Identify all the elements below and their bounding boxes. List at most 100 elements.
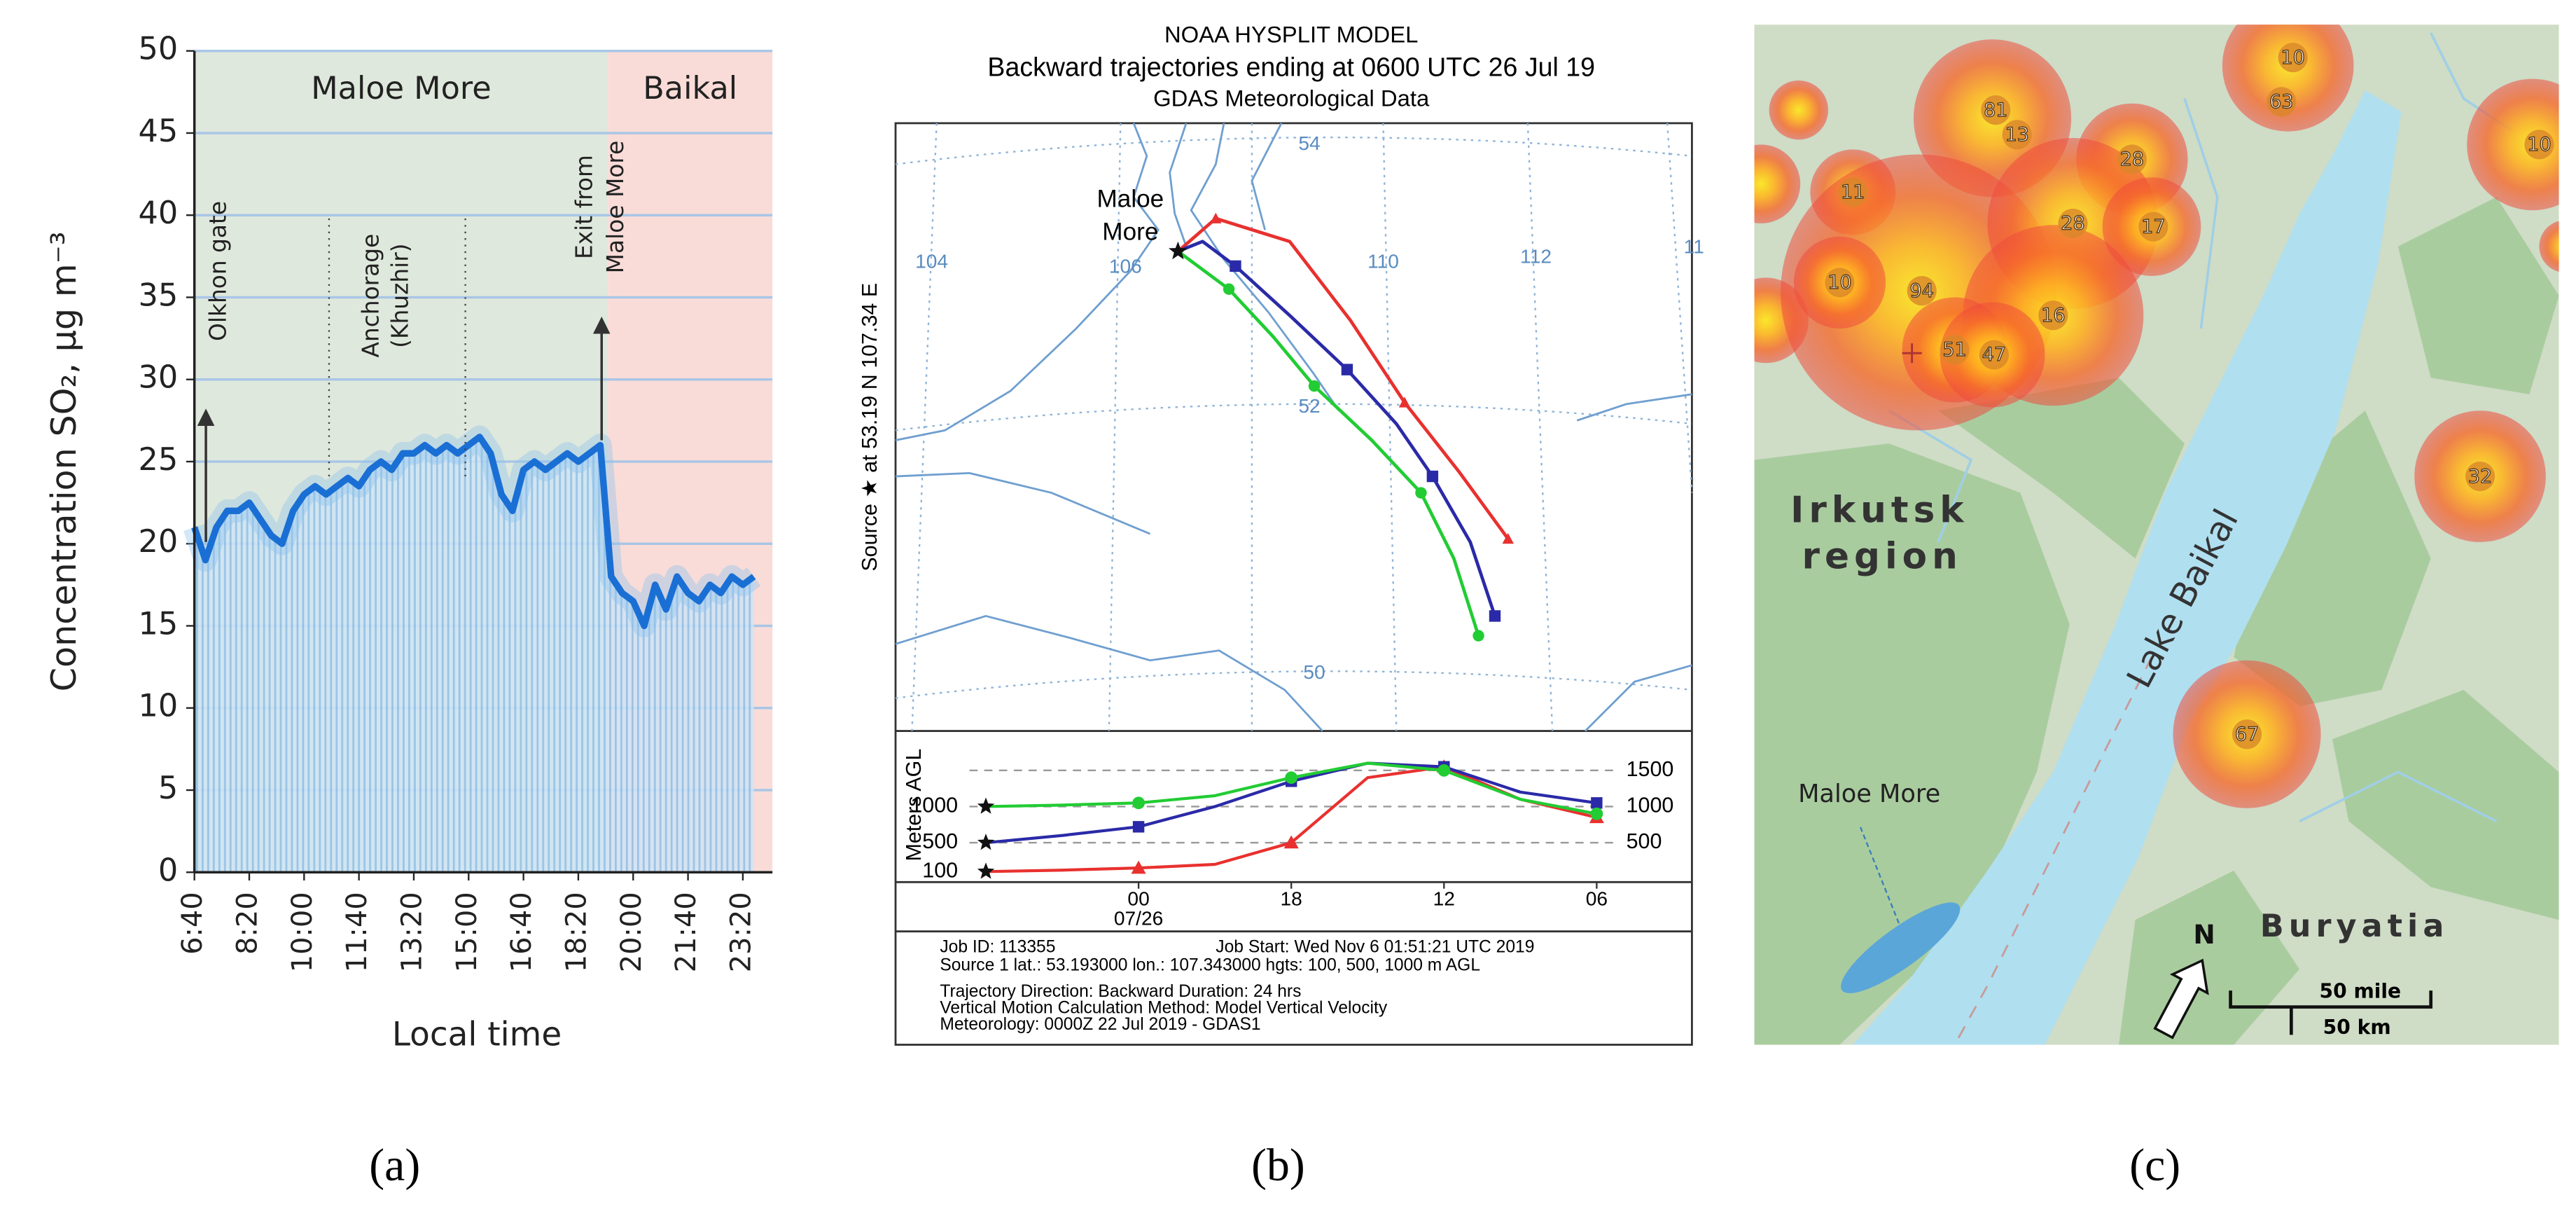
graticule: [895, 123, 1693, 731]
frame: [894, 122, 1693, 1046]
lat-label: 54: [1298, 132, 1320, 154]
annotation: Anchorage: [357, 234, 384, 358]
cluster-label: 67: [2235, 724, 2259, 745]
start-marker: [977, 834, 995, 850]
cluster-label: 32: [2468, 466, 2492, 488]
marker: [1590, 807, 1603, 820]
x-axis-label: Local time: [392, 1015, 562, 1053]
trajectory-marker: [1210, 212, 1222, 223]
annotation: Maloe More: [602, 141, 629, 274]
cluster-core: [2058, 208, 2088, 239]
x-tick-label: 18: [1281, 888, 1302, 910]
river: [1888, 32, 2514, 823]
trajectory-marker: [1473, 630, 1484, 642]
cluster-label: 10: [2527, 134, 2551, 156]
start-marker: [977, 862, 995, 879]
area: [194, 436, 754, 873]
cluster-core: [1838, 177, 1868, 207]
y-tick-label: 0: [158, 852, 178, 888]
cluster-core: [2232, 719, 2262, 749]
y-tick-label: 1500: [1627, 757, 1674, 781]
cluster-core: [1907, 275, 1937, 306]
cluster-core: [2138, 212, 2168, 242]
trajectory: [1176, 216, 1510, 540]
marker-cross: [1902, 343, 1922, 364]
cluster-label: 81: [1984, 99, 2007, 121]
clusters: 81 13 28 10 63 10 11 94 10 28 17 16 51 47 32 67: [1754, 25, 2559, 808]
cluster-label: 13: [2005, 124, 2029, 146]
region-label: Baikal: [643, 70, 737, 106]
x-tick-label: 6:40: [176, 892, 209, 955]
y-tick-label: 1000: [1627, 793, 1674, 817]
date-label: 07/26: [1114, 908, 1163, 930]
cluster: [1769, 80, 1829, 140]
marker: [1283, 835, 1299, 849]
cluster-label: 28: [2120, 148, 2144, 170]
place-label: Maloe More: [1798, 780, 1940, 808]
info-text: Trajectory Direction: Backward Duration:…: [940, 982, 1301, 1001]
trajectory-marker: [1415, 487, 1427, 499]
north-arrow: [2153, 958, 2209, 1039]
x-tick-label: 06: [1586, 888, 1608, 910]
y-tick-label: 35: [139, 277, 179, 313]
hysplit-title: GDAS Meteorological Data: [1153, 85, 1430, 111]
place-label: More: [1102, 218, 1158, 245]
hysplit-title: NOAA HYSPLIT MODEL: [1164, 21, 1418, 47]
cluster-core: [2278, 42, 2308, 73]
leader-line: [1858, 824, 1900, 924]
cluster-label: 10: [2281, 47, 2305, 69]
y-axis-label: Concentration SO₂, µg m⁻³: [43, 232, 84, 692]
cluster-label: 47: [1982, 344, 2006, 366]
marker: [1285, 771, 1298, 785]
place-label: Maloe: [1096, 185, 1164, 212]
cluster-core: [1940, 335, 1970, 365]
maloe-more-area: [1841, 902, 1961, 993]
y-tick-label: 500: [1627, 829, 1662, 853]
y-tick-label: 15: [139, 605, 179, 642]
annotation: Exit from: [571, 155, 597, 259]
marker: [1131, 860, 1146, 874]
x-tick-label: 13:20: [396, 892, 428, 972]
trajectory-map: [1169, 212, 1514, 642]
x-tick-label: 15:00: [451, 892, 483, 972]
panel-a: Maloe More Baikal 0 5 10 15 20 25 30 35 40 45 50 6:40…: [43, 31, 773, 1053]
lat-label: 50: [1303, 661, 1325, 683]
scale-label: 50 mile: [2320, 979, 2402, 1002]
cluster-label: 17: [2141, 216, 2165, 237]
cluster-label: 10: [1827, 272, 1851, 293]
y-tick-label: 30: [139, 359, 179, 396]
north-label: N: [2193, 919, 2215, 950]
cluster-label: 63: [2269, 91, 2293, 113]
cluster-label: 51: [1942, 339, 1966, 361]
panel-label: (a): [369, 1140, 420, 1191]
cluster: [1754, 144, 1801, 223]
x-tick-label: 16:40: [506, 892, 538, 972]
line: [191, 434, 756, 630]
cluster-label: 94: [1910, 280, 1934, 302]
x-tick-label: 21:40: [670, 892, 702, 972]
start-height-label: 1000: [910, 793, 958, 817]
region-label: Irkutsk: [1790, 490, 1969, 532]
info-text: Job Start: Wed Nov 6 01:51:21 UTC 2019: [1216, 938, 1534, 957]
marker: [1132, 821, 1145, 833]
region-label: Buryatia: [2260, 908, 2449, 944]
scale-label: 50 km: [2323, 1016, 2391, 1039]
y-tick-label: 40: [139, 195, 179, 231]
trajectory-marker: [1223, 283, 1235, 295]
x-tick-label: 00: [1127, 888, 1149, 910]
cluster: [2467, 78, 2559, 211]
x-tick-label: 8:20: [231, 892, 263, 955]
trajectory-marker: [1398, 396, 1411, 408]
info-text: Job ID: 113355: [940, 938, 1055, 957]
cluster-core: [2002, 120, 2032, 150]
cluster-core: [1979, 340, 2010, 370]
start-height-label: 500: [922, 829, 958, 853]
region-label: Maloe More: [311, 70, 491, 106]
cluster-core: [2465, 461, 2495, 492]
marker: [1132, 796, 1146, 810]
trajectory: [1176, 249, 1480, 637]
x-tick-label: 18:20: [560, 892, 592, 972]
hysplit-title: Backward trajectories ending at 0600 UTC…: [987, 52, 1595, 81]
